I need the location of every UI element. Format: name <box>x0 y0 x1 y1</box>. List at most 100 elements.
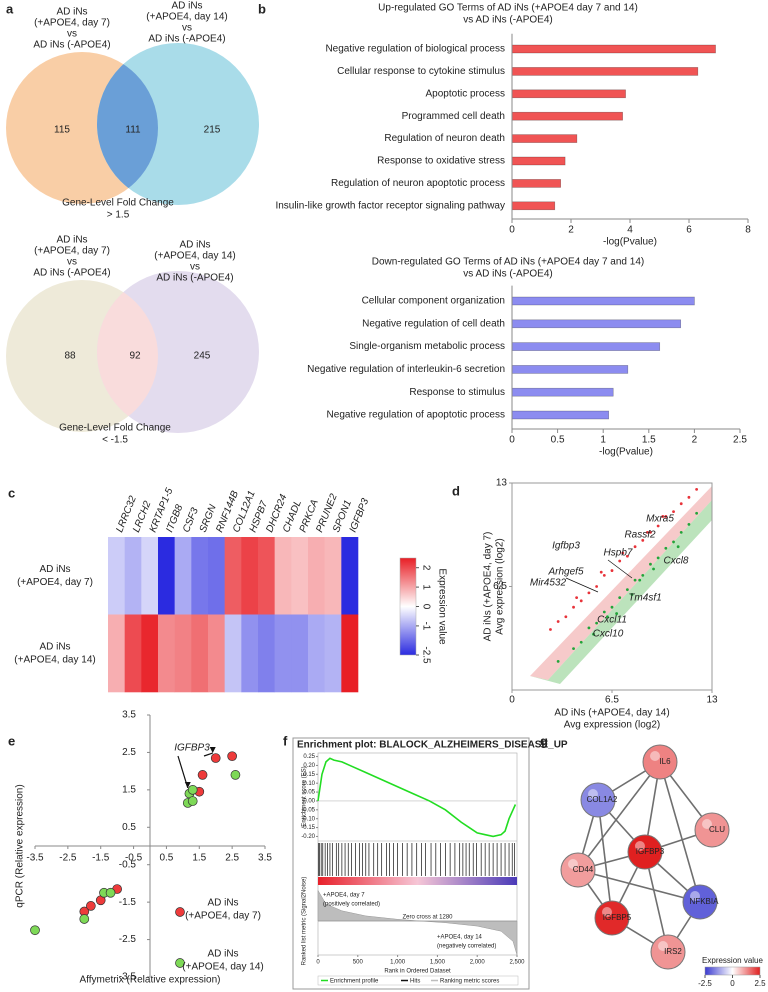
node-label: IL6 <box>659 757 671 766</box>
y-tick-label: -1.5 <box>119 897 137 908</box>
bar <box>511 44 716 54</box>
heat-cell <box>274 614 292 693</box>
y-axis-label: Enrichment score (ES) <box>302 766 308 826</box>
panel-letter: g <box>540 733 548 748</box>
point <box>79 914 90 924</box>
heat-cell <box>341 537 359 615</box>
annotation: Mxra5 <box>646 514 674 525</box>
point <box>676 545 680 549</box>
category-label: Negative regulation of interleukin-6 sec… <box>307 364 505 375</box>
heat-cell <box>174 614 192 693</box>
heat-cell <box>274 537 292 615</box>
panel-letter: b <box>258 1 266 16</box>
point <box>610 605 614 609</box>
heat-cell <box>191 537 209 615</box>
row-label: (+APOE4, day 14) <box>14 654 95 665</box>
point <box>210 753 221 763</box>
x-tick-label: 2 <box>568 225 574 236</box>
colorbar <box>399 557 417 656</box>
x-axis-label: Affymetrix (Relative expression) <box>80 975 221 986</box>
node <box>682 884 718 920</box>
point <box>695 487 699 491</box>
set-label: vs <box>67 257 77 268</box>
point <box>621 551 625 555</box>
legend-label: Ranking metric scores <box>440 979 499 985</box>
heat-cell <box>324 614 342 693</box>
point <box>605 615 609 619</box>
row-label: (+APOE4, day 7) <box>17 577 93 588</box>
point <box>602 573 606 577</box>
x-tick-label: 6.5 <box>605 695 619 706</box>
y-axis-label: Avg expression (log2) <box>495 538 506 635</box>
node-label: IRS2 <box>664 947 682 956</box>
x-tick-label: 13 <box>706 695 718 706</box>
legend-label: Enrichment profile <box>330 979 379 985</box>
heat-cell <box>308 614 325 693</box>
neg-label: (negatively correlated) <box>437 944 496 950</box>
y-tick-label: -0.15 <box>301 825 315 831</box>
legend-label: Hits <box>410 979 420 985</box>
panel-letter: a <box>6 1 14 16</box>
count: 115 <box>54 125 70 136</box>
node <box>694 812 730 848</box>
set-label: (+APOE4, day 7) <box>34 246 110 257</box>
point <box>549 628 552 631</box>
panel-letter: f <box>283 733 288 748</box>
node-label: CD44 <box>573 865 594 874</box>
heat-cell <box>124 614 142 693</box>
set-label: AD iNs (-APOE4) <box>156 273 233 284</box>
point <box>587 626 591 630</box>
panel-letter: e <box>8 733 15 748</box>
point <box>672 510 675 514</box>
chart-title: vs AD iNs (-APOE4) <box>463 15 552 26</box>
set-label: vs <box>190 262 200 273</box>
edge <box>577 761 661 871</box>
caption: Gene-Level Fold Change <box>59 423 171 434</box>
x-tick-label: 1 <box>600 435 606 446</box>
x-axis-label: AD iNs (+APOE4, day 14) <box>554 708 669 719</box>
leader <box>607 559 633 579</box>
node-highlight <box>588 789 598 799</box>
bar <box>511 134 578 143</box>
x-tick-label: 2 <box>692 435 698 446</box>
point <box>575 596 579 600</box>
category-label: Regulation of neuron death <box>384 133 505 144</box>
x-tick-label: 8 <box>745 225 751 236</box>
node <box>642 744 678 780</box>
heat-cell <box>124 537 142 615</box>
point <box>592 632 595 636</box>
x-tick-label: -1.5 <box>92 853 110 864</box>
legend-label: (+APOE4, day 7) <box>185 911 261 922</box>
heat-cell <box>291 614 309 693</box>
x-tick-label: 1.5 <box>642 435 656 446</box>
category-label: Single-organism metabolic process <box>349 341 505 352</box>
bar <box>511 201 556 211</box>
point <box>625 588 629 592</box>
point <box>695 511 699 515</box>
y-axis-label: qPCR (Relative expression) <box>15 784 26 907</box>
node <box>560 852 596 888</box>
set-label: AD iNs (-APOE4) <box>33 268 110 279</box>
plot-frame <box>317 752 518 956</box>
category-label: Cellular component organization <box>362 296 505 307</box>
x-tick-label: 0 <box>509 695 515 706</box>
x-tick-label: 500 <box>353 960 364 966</box>
y-tick-label: -0.20 <box>301 834 315 840</box>
point <box>556 659 560 663</box>
x-axis-label: Avg expression (log2) <box>564 720 661 731</box>
point <box>556 620 560 623</box>
heat-cell <box>158 537 175 615</box>
annotation: Igfbp3 <box>552 541 580 552</box>
point <box>656 556 660 560</box>
caption: < -1.5 <box>102 435 128 446</box>
annotation: Cxcl11 <box>597 615 627 626</box>
heat-cell <box>241 614 259 693</box>
y-tick-label: 0.00 <box>303 799 315 805</box>
bar <box>511 179 561 188</box>
bar <box>511 111 623 121</box>
heat-cell <box>291 537 309 615</box>
node-highlight <box>650 751 660 761</box>
set-label: vs <box>182 23 192 34</box>
category-label: Regulation of neuron apoptotic process <box>331 178 505 189</box>
bar <box>511 67 699 76</box>
